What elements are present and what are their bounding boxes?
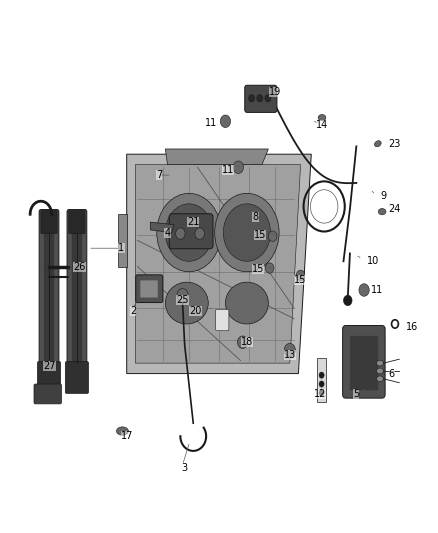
Text: 2: 2	[130, 306, 136, 316]
Circle shape	[233, 161, 244, 174]
FancyBboxPatch shape	[350, 335, 379, 391]
Text: 15: 15	[294, 274, 307, 285]
FancyBboxPatch shape	[69, 211, 85, 233]
Ellipse shape	[377, 376, 383, 382]
Circle shape	[268, 231, 277, 241]
Text: 4: 4	[164, 228, 170, 238]
Circle shape	[265, 95, 271, 102]
Text: 8: 8	[252, 212, 258, 222]
Text: 11: 11	[205, 118, 217, 128]
Circle shape	[215, 193, 279, 272]
Circle shape	[177, 288, 188, 302]
Text: 10: 10	[367, 256, 379, 266]
Circle shape	[195, 228, 205, 239]
Ellipse shape	[378, 208, 386, 215]
Text: 25: 25	[176, 295, 189, 305]
Text: 1: 1	[118, 243, 124, 253]
Text: 15: 15	[252, 264, 264, 274]
Polygon shape	[150, 222, 174, 232]
Text: 26: 26	[73, 262, 86, 271]
Text: 9: 9	[380, 191, 386, 201]
FancyBboxPatch shape	[41, 211, 57, 233]
FancyBboxPatch shape	[43, 219, 55, 383]
Bar	[317, 358, 326, 402]
FancyBboxPatch shape	[136, 275, 163, 303]
Circle shape	[296, 270, 305, 280]
Circle shape	[220, 115, 230, 127]
Text: 11: 11	[222, 165, 234, 175]
Polygon shape	[166, 149, 268, 165]
FancyBboxPatch shape	[343, 326, 385, 398]
Text: 3: 3	[182, 463, 188, 473]
FancyBboxPatch shape	[65, 361, 88, 393]
Ellipse shape	[165, 282, 208, 324]
Text: 17: 17	[120, 431, 133, 441]
Circle shape	[166, 204, 212, 261]
Circle shape	[176, 228, 185, 239]
Text: 7: 7	[156, 170, 162, 180]
Circle shape	[319, 381, 324, 387]
Ellipse shape	[377, 368, 383, 374]
Text: 24: 24	[389, 204, 401, 214]
Text: 23: 23	[389, 139, 401, 149]
Polygon shape	[127, 154, 311, 374]
Circle shape	[249, 95, 254, 102]
FancyBboxPatch shape	[37, 361, 60, 393]
Circle shape	[223, 204, 271, 261]
FancyBboxPatch shape	[245, 85, 277, 112]
Polygon shape	[118, 214, 127, 266]
Polygon shape	[135, 165, 300, 363]
Circle shape	[359, 284, 369, 296]
Text: 14: 14	[316, 120, 328, 131]
Circle shape	[319, 390, 324, 396]
Text: 27: 27	[43, 361, 56, 371]
Text: 16: 16	[406, 321, 418, 332]
FancyBboxPatch shape	[215, 309, 229, 331]
Text: 19: 19	[268, 86, 281, 96]
FancyBboxPatch shape	[67, 209, 87, 391]
Ellipse shape	[318, 115, 326, 121]
Text: 5: 5	[353, 390, 360, 399]
Circle shape	[265, 263, 274, 273]
FancyBboxPatch shape	[34, 384, 61, 404]
Circle shape	[257, 95, 263, 102]
Circle shape	[319, 372, 324, 378]
Text: 13: 13	[284, 350, 296, 360]
Circle shape	[237, 336, 248, 349]
Ellipse shape	[226, 282, 268, 324]
Text: 21: 21	[187, 217, 199, 227]
Text: 20: 20	[190, 306, 202, 316]
Circle shape	[157, 193, 221, 272]
Circle shape	[284, 343, 295, 357]
Text: 11: 11	[371, 285, 384, 295]
Circle shape	[343, 295, 352, 306]
Text: 12: 12	[314, 390, 326, 399]
Text: 15: 15	[254, 230, 266, 240]
Text: 6: 6	[389, 369, 395, 378]
Ellipse shape	[377, 360, 383, 366]
Ellipse shape	[374, 141, 381, 147]
Ellipse shape	[117, 427, 128, 435]
FancyBboxPatch shape	[169, 214, 213, 249]
FancyBboxPatch shape	[71, 219, 82, 383]
Text: 18: 18	[241, 337, 253, 347]
FancyBboxPatch shape	[39, 209, 59, 391]
FancyBboxPatch shape	[140, 280, 158, 298]
